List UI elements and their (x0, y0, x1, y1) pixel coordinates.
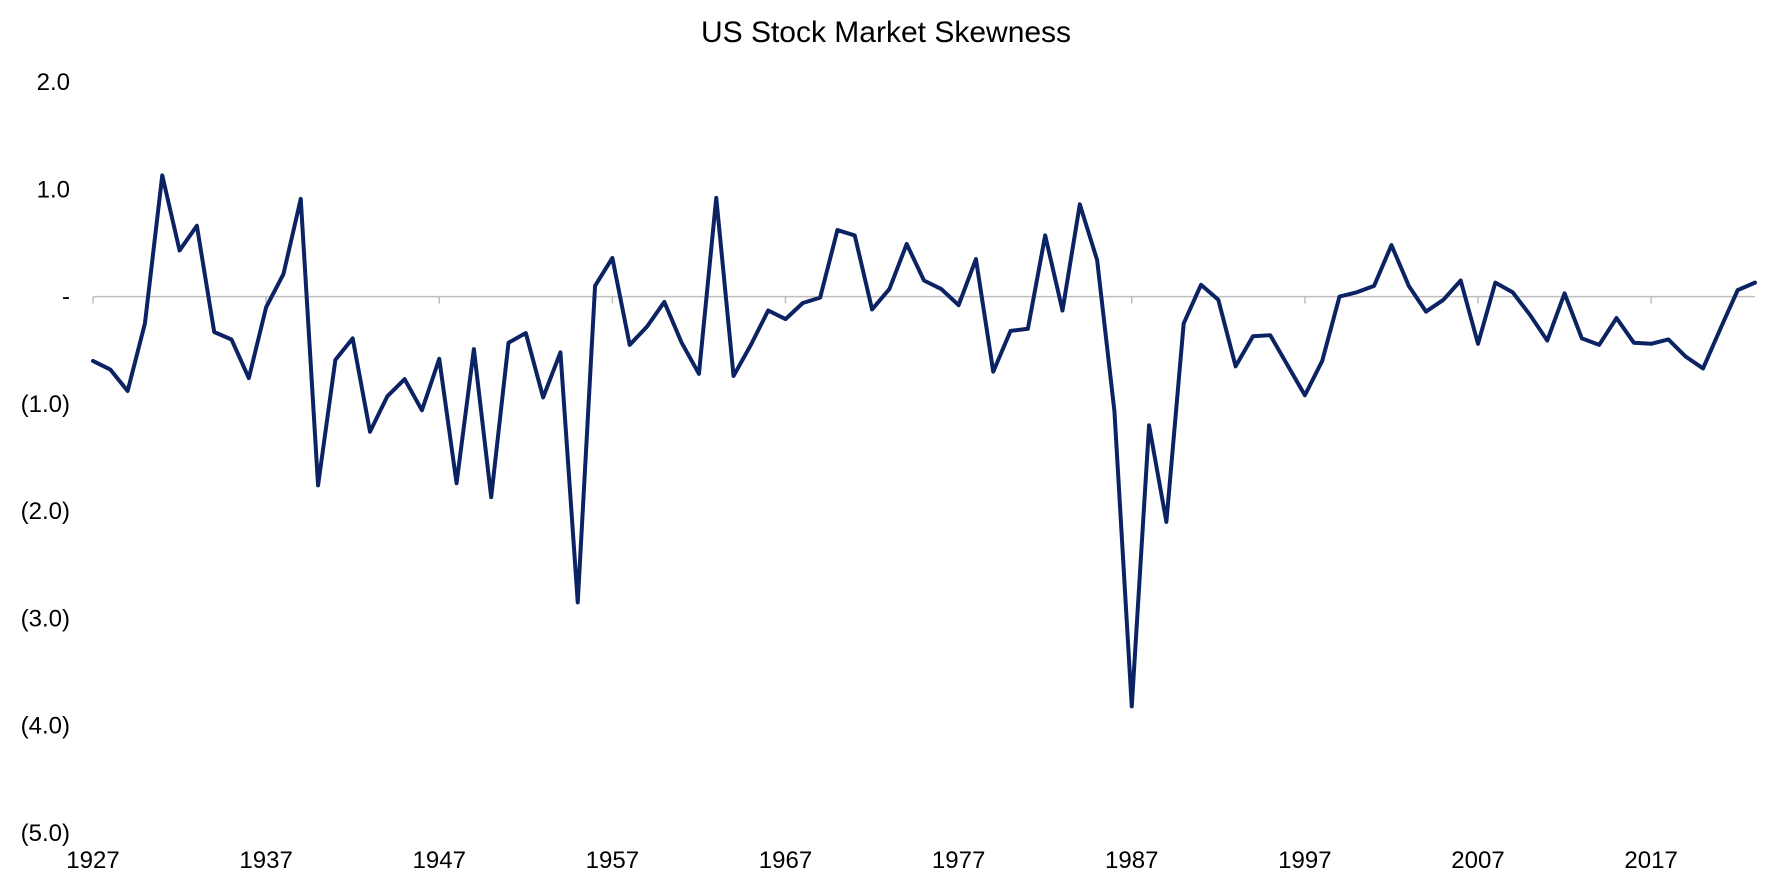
x-tick-label: 2007 (1451, 847, 1504, 874)
y-tick-label: (3.0) (21, 605, 70, 632)
x-tick-label: 1947 (413, 847, 466, 874)
y-tick-label: - (62, 284, 70, 311)
y-tick-label: (1.0) (21, 391, 70, 418)
x-tick-label: 1967 (759, 847, 812, 874)
y-tick-label: (2.0) (21, 498, 70, 525)
y-tick-label: 1.0 (37, 176, 70, 203)
x-tick-label: 1997 (1278, 847, 1331, 874)
chart-title: US Stock Market Skewness (700, 16, 1072, 49)
x-tick-label: 1937 (239, 847, 292, 874)
x-tick-label: 1957 (586, 847, 639, 874)
x-tick-label: 2017 (1624, 847, 1677, 874)
y-tick-label: 2.0 (37, 69, 70, 96)
x-tick-label: 1987 (1105, 847, 1158, 874)
x-tick-label: 1927 (66, 847, 119, 874)
x-axis (92, 295, 1755, 304)
series-line (91, 173, 1757, 709)
y-tick-label: (4.0) (21, 713, 70, 740)
x-tick-label: 1977 (932, 847, 985, 874)
series-layer (91, 173, 1757, 709)
y-tick-label: (5.0) (21, 820, 70, 847)
x-axis-labels: 1927 1937 1947 1957 1967 1977 1987 1997 2007 2017 (66, 847, 1678, 874)
y-axis-labels: 2.0 1.0 - (1.0) (2.0) (3.0) (4.0) (5.0) (21, 69, 70, 847)
